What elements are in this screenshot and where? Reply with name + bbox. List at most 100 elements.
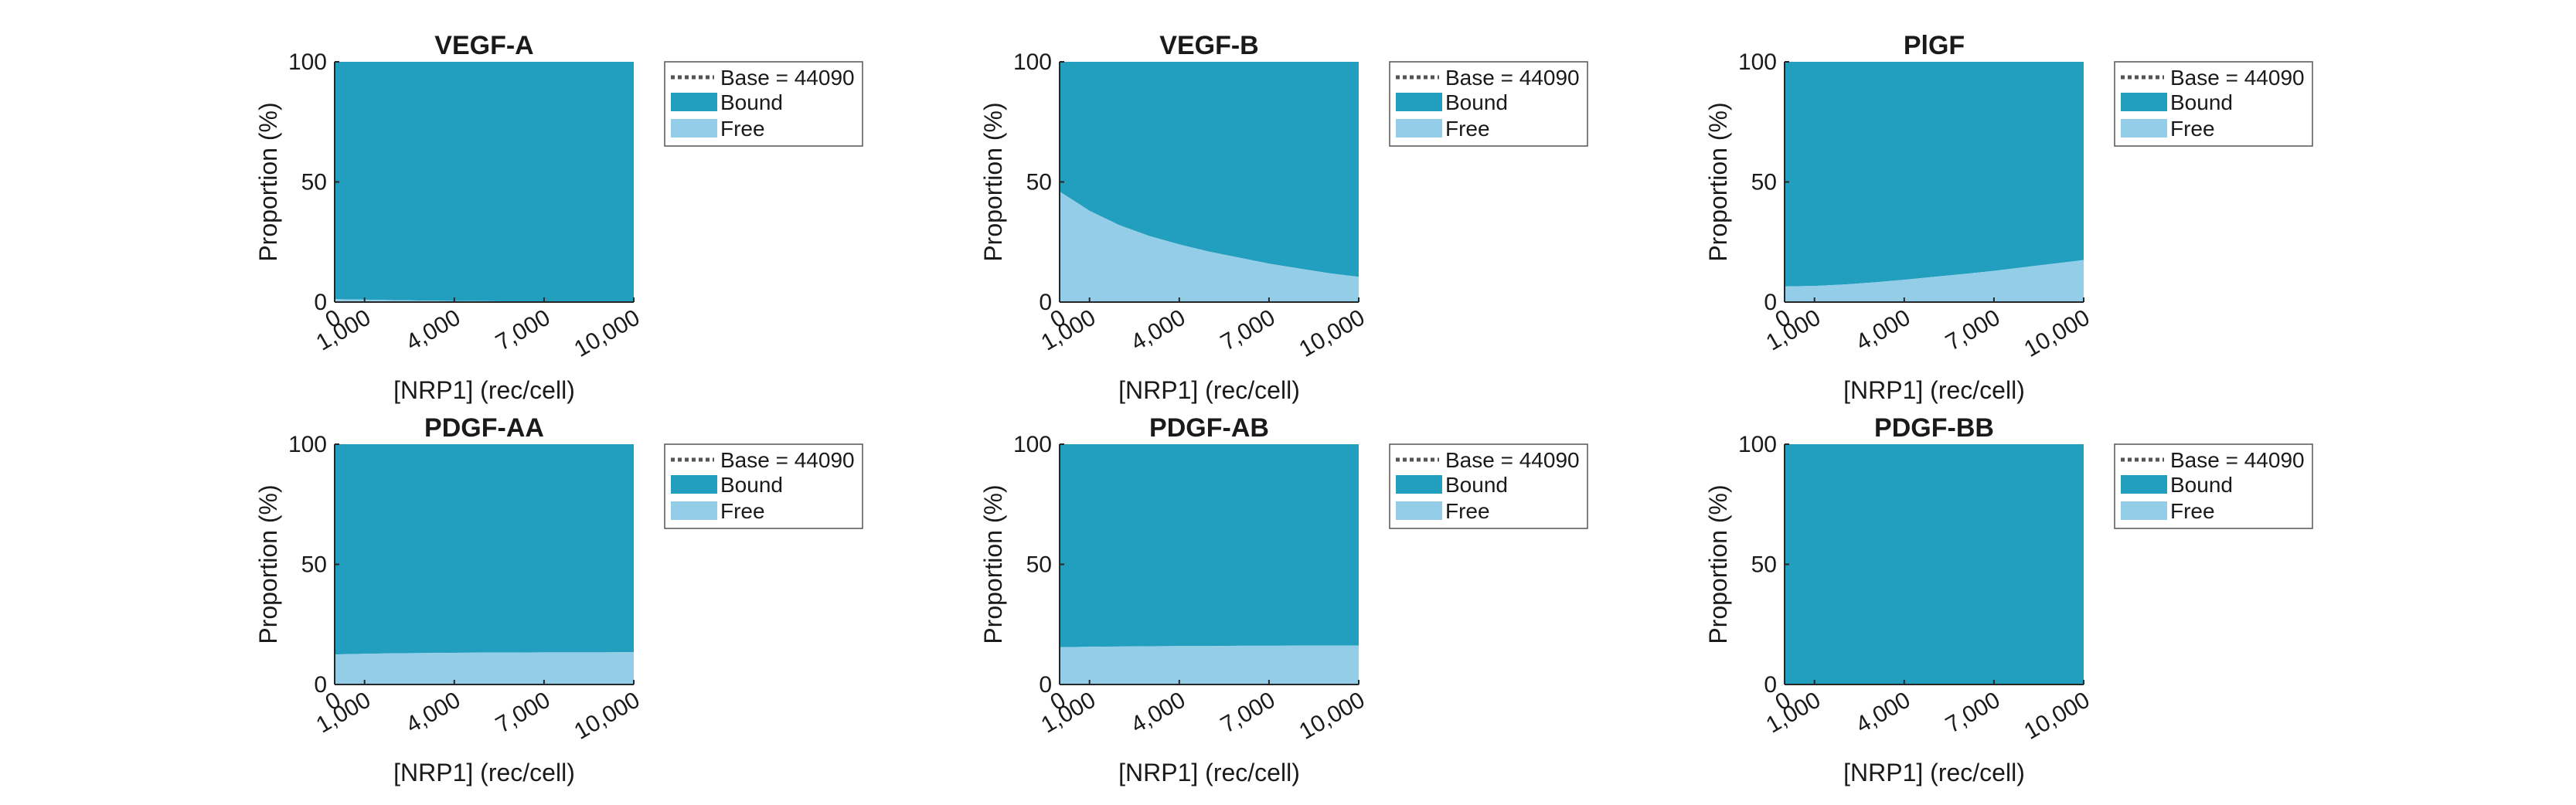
- x-axis-label: [NRP1] (rec/cell): [1843, 759, 2025, 786]
- x-tick-label: 10,000: [570, 687, 645, 744]
- y-tick-label: 100: [1738, 432, 1777, 457]
- x-tick-label: 10,000: [1295, 687, 1370, 744]
- x-tick-label: 4,000: [402, 304, 465, 355]
- y-tick-label: 0: [1039, 290, 1052, 315]
- y-axis-label: Proportion (%): [979, 102, 1007, 261]
- y-tick-label: 0: [1764, 672, 1777, 698]
- legend-free-swatch: [671, 119, 717, 138]
- legend-free-swatch: [2121, 119, 2167, 138]
- y-tick-label: 100: [1738, 49, 1777, 75]
- legend-free-label: Free: [1445, 499, 1490, 523]
- legend-bound-swatch: [1396, 93, 1442, 111]
- x-tick-label: 7,000: [492, 304, 555, 355]
- x-axis-label: [NRP1] (rec/cell): [1118, 759, 1300, 786]
- x-tick-label: 4,000: [1852, 687, 1915, 738]
- free-area: [1785, 260, 2084, 302]
- legend-bound-label: Bound: [1445, 90, 1508, 114]
- y-tick-label: 0: [314, 672, 327, 698]
- panel-title: PDGF-AB: [1149, 413, 1269, 443]
- legend-free-label: Free: [720, 499, 765, 523]
- x-tick-label: 7,000: [1217, 687, 1280, 738]
- y-tick-label: 50: [1026, 170, 1052, 195]
- bound-area: [1785, 62, 2084, 287]
- y-tick-label: 50: [1026, 552, 1052, 578]
- legend-bound-label: Bound: [720, 473, 783, 497]
- x-tick-label: 4,000: [1127, 304, 1190, 355]
- bound-area: [335, 62, 634, 302]
- legend-base-label: Base = 44090: [720, 448, 855, 472]
- x-axis-label: [NRP1] (rec/cell): [393, 759, 575, 786]
- x-axis-label: [NRP1] (rec/cell): [393, 376, 575, 404]
- y-tick-label: 0: [1039, 672, 1052, 698]
- legend-bound-swatch: [1396, 475, 1442, 494]
- legend-free-swatch: [2121, 501, 2167, 520]
- y-tick-label: 0: [1764, 290, 1777, 315]
- panel-title: VEGF-B: [1159, 31, 1258, 60]
- x-tick-label: 4,000: [402, 687, 465, 738]
- legend-free-swatch: [1396, 119, 1442, 138]
- legend-bound-swatch: [671, 93, 717, 111]
- legend-free-label: Free: [2170, 499, 2215, 523]
- legend-base-label: Base = 44090: [720, 66, 855, 90]
- legend-base-label: Base = 44090: [2170, 66, 2305, 90]
- x-tick-label: 7,000: [492, 687, 555, 738]
- y-axis-label: Proportion (%): [1704, 484, 1732, 644]
- x-tick-label: 4,000: [1852, 304, 1915, 355]
- panel-title: PDGF-AA: [424, 413, 544, 443]
- y-axis-label: Proportion (%): [254, 484, 282, 644]
- x-axis-label: [NRP1] (rec/cell): [1843, 376, 2025, 404]
- legend-free-label: Free: [720, 117, 765, 141]
- y-tick-label: 100: [1013, 49, 1052, 75]
- y-tick-label: 100: [1013, 432, 1052, 457]
- x-tick-label: 7,000: [1217, 304, 1280, 355]
- legend-base-label: Base = 44090: [1445, 448, 1580, 472]
- x-tick-label: 7,000: [1941, 304, 2005, 355]
- legend-free-label: Free: [2170, 117, 2215, 141]
- legend-base-label: Base = 44090: [1445, 66, 1580, 90]
- x-axis-label: [NRP1] (rec/cell): [1118, 376, 1300, 404]
- y-axis-label: Proportion (%): [979, 484, 1007, 644]
- bound-area: [1060, 62, 1359, 277]
- legend-free-label: Free: [1445, 117, 1490, 141]
- legend-free-swatch: [1396, 501, 1442, 520]
- legend-bound-label: Bound: [1445, 473, 1508, 497]
- x-tick-label: 10,000: [570, 304, 645, 362]
- y-tick-label: 100: [288, 432, 327, 457]
- legend-base-label: Base = 44090: [2170, 448, 2305, 472]
- y-tick-label: 0: [314, 290, 327, 315]
- free-area: [1060, 191, 1359, 302]
- x-tick-label: 7,000: [1941, 687, 2005, 738]
- legend-bound-label: Bound: [720, 90, 783, 114]
- y-tick-label: 50: [301, 170, 327, 195]
- bound-area: [1785, 444, 2084, 684]
- panel-title: VEGF-A: [434, 31, 533, 60]
- bound-area: [335, 444, 634, 655]
- y-axis-label: Proportion (%): [1704, 102, 1732, 261]
- y-tick-label: 50: [1751, 552, 1777, 578]
- legend-bound-label: Bound: [2170, 90, 2233, 114]
- x-tick-label: 4,000: [1127, 687, 1190, 738]
- y-tick-label: 100: [288, 49, 327, 75]
- y-tick-label: 50: [301, 552, 327, 578]
- bound-area: [1060, 444, 1359, 647]
- y-axis-label: Proportion (%): [254, 102, 282, 261]
- legend-bound-swatch: [2121, 93, 2167, 111]
- panel-title: PlGF: [1904, 31, 1965, 60]
- x-tick-label: 10,000: [2020, 687, 2094, 744]
- legend-bound-label: Bound: [2170, 473, 2233, 497]
- legend-free-swatch: [671, 501, 717, 520]
- free-area: [335, 652, 634, 684]
- legend-bound-swatch: [671, 475, 717, 494]
